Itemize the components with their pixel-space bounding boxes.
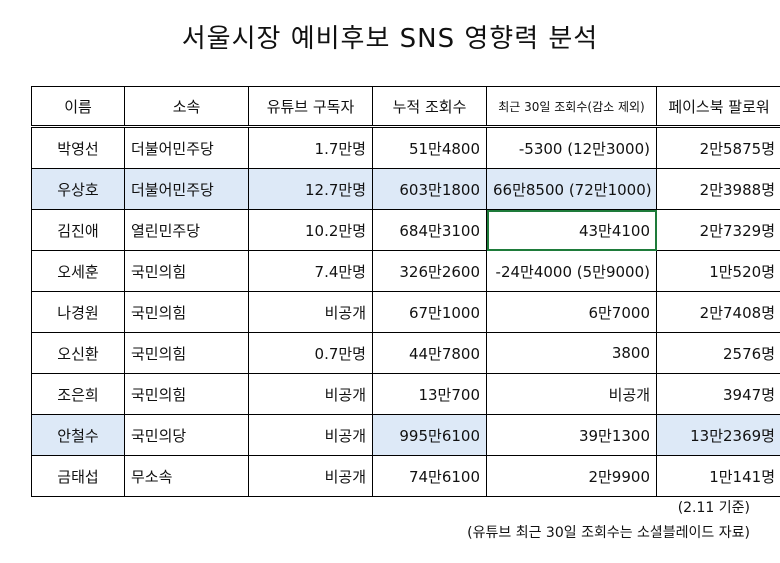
cell-party[interactable]: 국민의힘 (124, 332, 249, 374)
cell-youtube-subscribers[interactable]: 1.7만명 (248, 126, 373, 169)
cell-recent-views[interactable]: 6만7000 (486, 291, 657, 333)
cell-recent-views[interactable]: 3800 (486, 332, 657, 374)
cell-name[interactable]: 오세훈 (31, 250, 125, 292)
cell-name[interactable]: 나경원 (31, 291, 125, 333)
table-row: 나경원 국민의힘 비공개 67만1000 6만7000 2만7408명 (31, 291, 780, 333)
cell-youtube-subscribers[interactable]: 0.7만명 (248, 332, 373, 374)
cell-name[interactable]: 조은희 (31, 373, 125, 415)
cell-party[interactable]: 국민의당 (124, 414, 249, 456)
cell-youtube-subscribers[interactable]: 10.2만명 (248, 209, 373, 251)
cell-total-views[interactable]: 67만1000 (372, 291, 487, 333)
table-row: 오세훈 국민의힘 7.4만명 326만2600 -24만4000 (5만9000… (31, 250, 780, 292)
cell-name[interactable]: 금태섭 (31, 455, 125, 497)
cell-name[interactable]: 박영선 (31, 126, 125, 169)
cell-total-views[interactable]: 51만4800 (372, 126, 487, 169)
cell-party[interactable]: 국민의힘 (124, 250, 249, 292)
cell-name[interactable]: 오신환 (31, 332, 125, 374)
cell-party[interactable]: 국민의힘 (124, 373, 249, 415)
cell-total-views[interactable]: 684만3100 (372, 209, 487, 251)
cell-recent-views[interactable]: 2만9900 (486, 455, 657, 497)
cell-facebook-followers[interactable]: 2만7408명 (656, 291, 780, 333)
header-party[interactable]: 소속 (124, 86, 249, 127)
cell-facebook-followers[interactable]: 2만7329명 (656, 209, 780, 251)
header-name[interactable]: 이름 (31, 86, 125, 127)
cell-facebook-followers[interactable]: 2만3988명 (656, 168, 780, 210)
cell-youtube-subscribers[interactable]: 비공개 (248, 373, 373, 415)
cell-party[interactable]: 국민의힘 (124, 291, 249, 333)
table-row: 오신환 국민의힘 0.7만명 44만7800 3800 2576명 (31, 332, 780, 374)
cell-party[interactable]: 무소속 (124, 455, 249, 497)
table-row: 안철수 국민의당 비공개 995만6100 39만1300 13만2369명 (31, 414, 780, 456)
cell-youtube-subscribers[interactable]: 비공개 (248, 291, 373, 333)
source-note: (유튜브 최근 30일 조회수는 소셜블레이드 자료) (467, 525, 750, 541)
cell-facebook-followers[interactable]: 1만520명 (656, 250, 780, 292)
header-recent-30day-views[interactable]: 최근 30일 조회수(감소 제외) (486, 86, 657, 127)
cell-youtube-subscribers[interactable]: 비공개 (248, 414, 373, 456)
header-row: 이름 소속 유튜브 구독자 누적 조회수 최근 30일 조회수(감소 제외) 페… (31, 86, 780, 127)
cell-total-views[interactable]: 13만700 (372, 373, 487, 415)
cell-party[interactable]: 더불어민주당 (124, 168, 249, 210)
header-total-views[interactable]: 누적 조회수 (372, 86, 487, 127)
cell-recent-views[interactable]: 66만8500 (72만1000) (486, 168, 657, 210)
cell-total-views[interactable]: 326만2600 (372, 250, 487, 292)
cell-name[interactable]: 안철수 (31, 414, 125, 456)
cell-youtube-subscribers[interactable]: 7.4만명 (248, 250, 373, 292)
cell-party[interactable]: 열린민주당 (124, 209, 249, 251)
cell-total-views[interactable]: 603만1800 (372, 168, 487, 210)
cell-name[interactable]: 김진애 (31, 209, 125, 251)
date-note: (2.11 기준) (677, 500, 750, 516)
cell-name[interactable]: 우상호 (31, 168, 125, 210)
cell-recent-views[interactable]: -24만4000 (5만9000) (486, 250, 657, 292)
table-row: 김진애 열린민주당 10.2만명 684만3100 43만4100 2만7329… (31, 209, 780, 251)
cell-total-views[interactable]: 995만6100 (372, 414, 487, 456)
table-row: 금태섭 무소속 비공개 74만6100 2만9900 1만141명 (31, 455, 780, 497)
header-facebook-followers[interactable]: 페이스북 팔로워 (656, 86, 780, 127)
cell-recent-views[interactable]: 39만1300 (486, 414, 657, 456)
table-row: 박영선 더불어민주당 1.7만명 51만4800 -5300 (12만3000)… (31, 126, 780, 169)
cell-total-views[interactable]: 74만6100 (372, 455, 487, 497)
table-row: 우상호 더불어민주당 12.7만명 603만1800 66만8500 (72만1… (31, 168, 780, 210)
selected-cell-recent-views[interactable]: 43만4100 (486, 209, 657, 251)
cell-recent-views[interactable]: -5300 (12만3000) (486, 126, 657, 169)
data-table: 이름 소속 유튜브 구독자 누적 조회수 최근 30일 조회수(감소 제외) 페… (31, 86, 780, 497)
cell-facebook-followers[interactable]: 2576명 (656, 332, 780, 374)
cell-facebook-followers[interactable]: 2만5875명 (656, 126, 780, 169)
cell-total-views[interactable]: 44만7800 (372, 332, 487, 374)
cell-facebook-followers[interactable]: 3947명 (656, 373, 780, 415)
header-youtube-subscribers[interactable]: 유튜브 구독자 (248, 86, 373, 127)
table-row: 조은희 국민의힘 비공개 13만700 비공개 3947명 (31, 373, 780, 415)
cell-recent-views[interactable]: 비공개 (486, 373, 657, 415)
cell-facebook-followers[interactable]: 1만141명 (656, 455, 780, 497)
cell-youtube-subscribers[interactable]: 12.7만명 (248, 168, 373, 210)
cell-facebook-followers[interactable]: 13만2369명 (656, 414, 780, 456)
cell-youtube-subscribers[interactable]: 비공개 (248, 455, 373, 497)
cell-party[interactable]: 더불어민주당 (124, 126, 249, 169)
page-title: 서울시장 예비후보 SNS 영향력 분석 (181, 24, 599, 54)
